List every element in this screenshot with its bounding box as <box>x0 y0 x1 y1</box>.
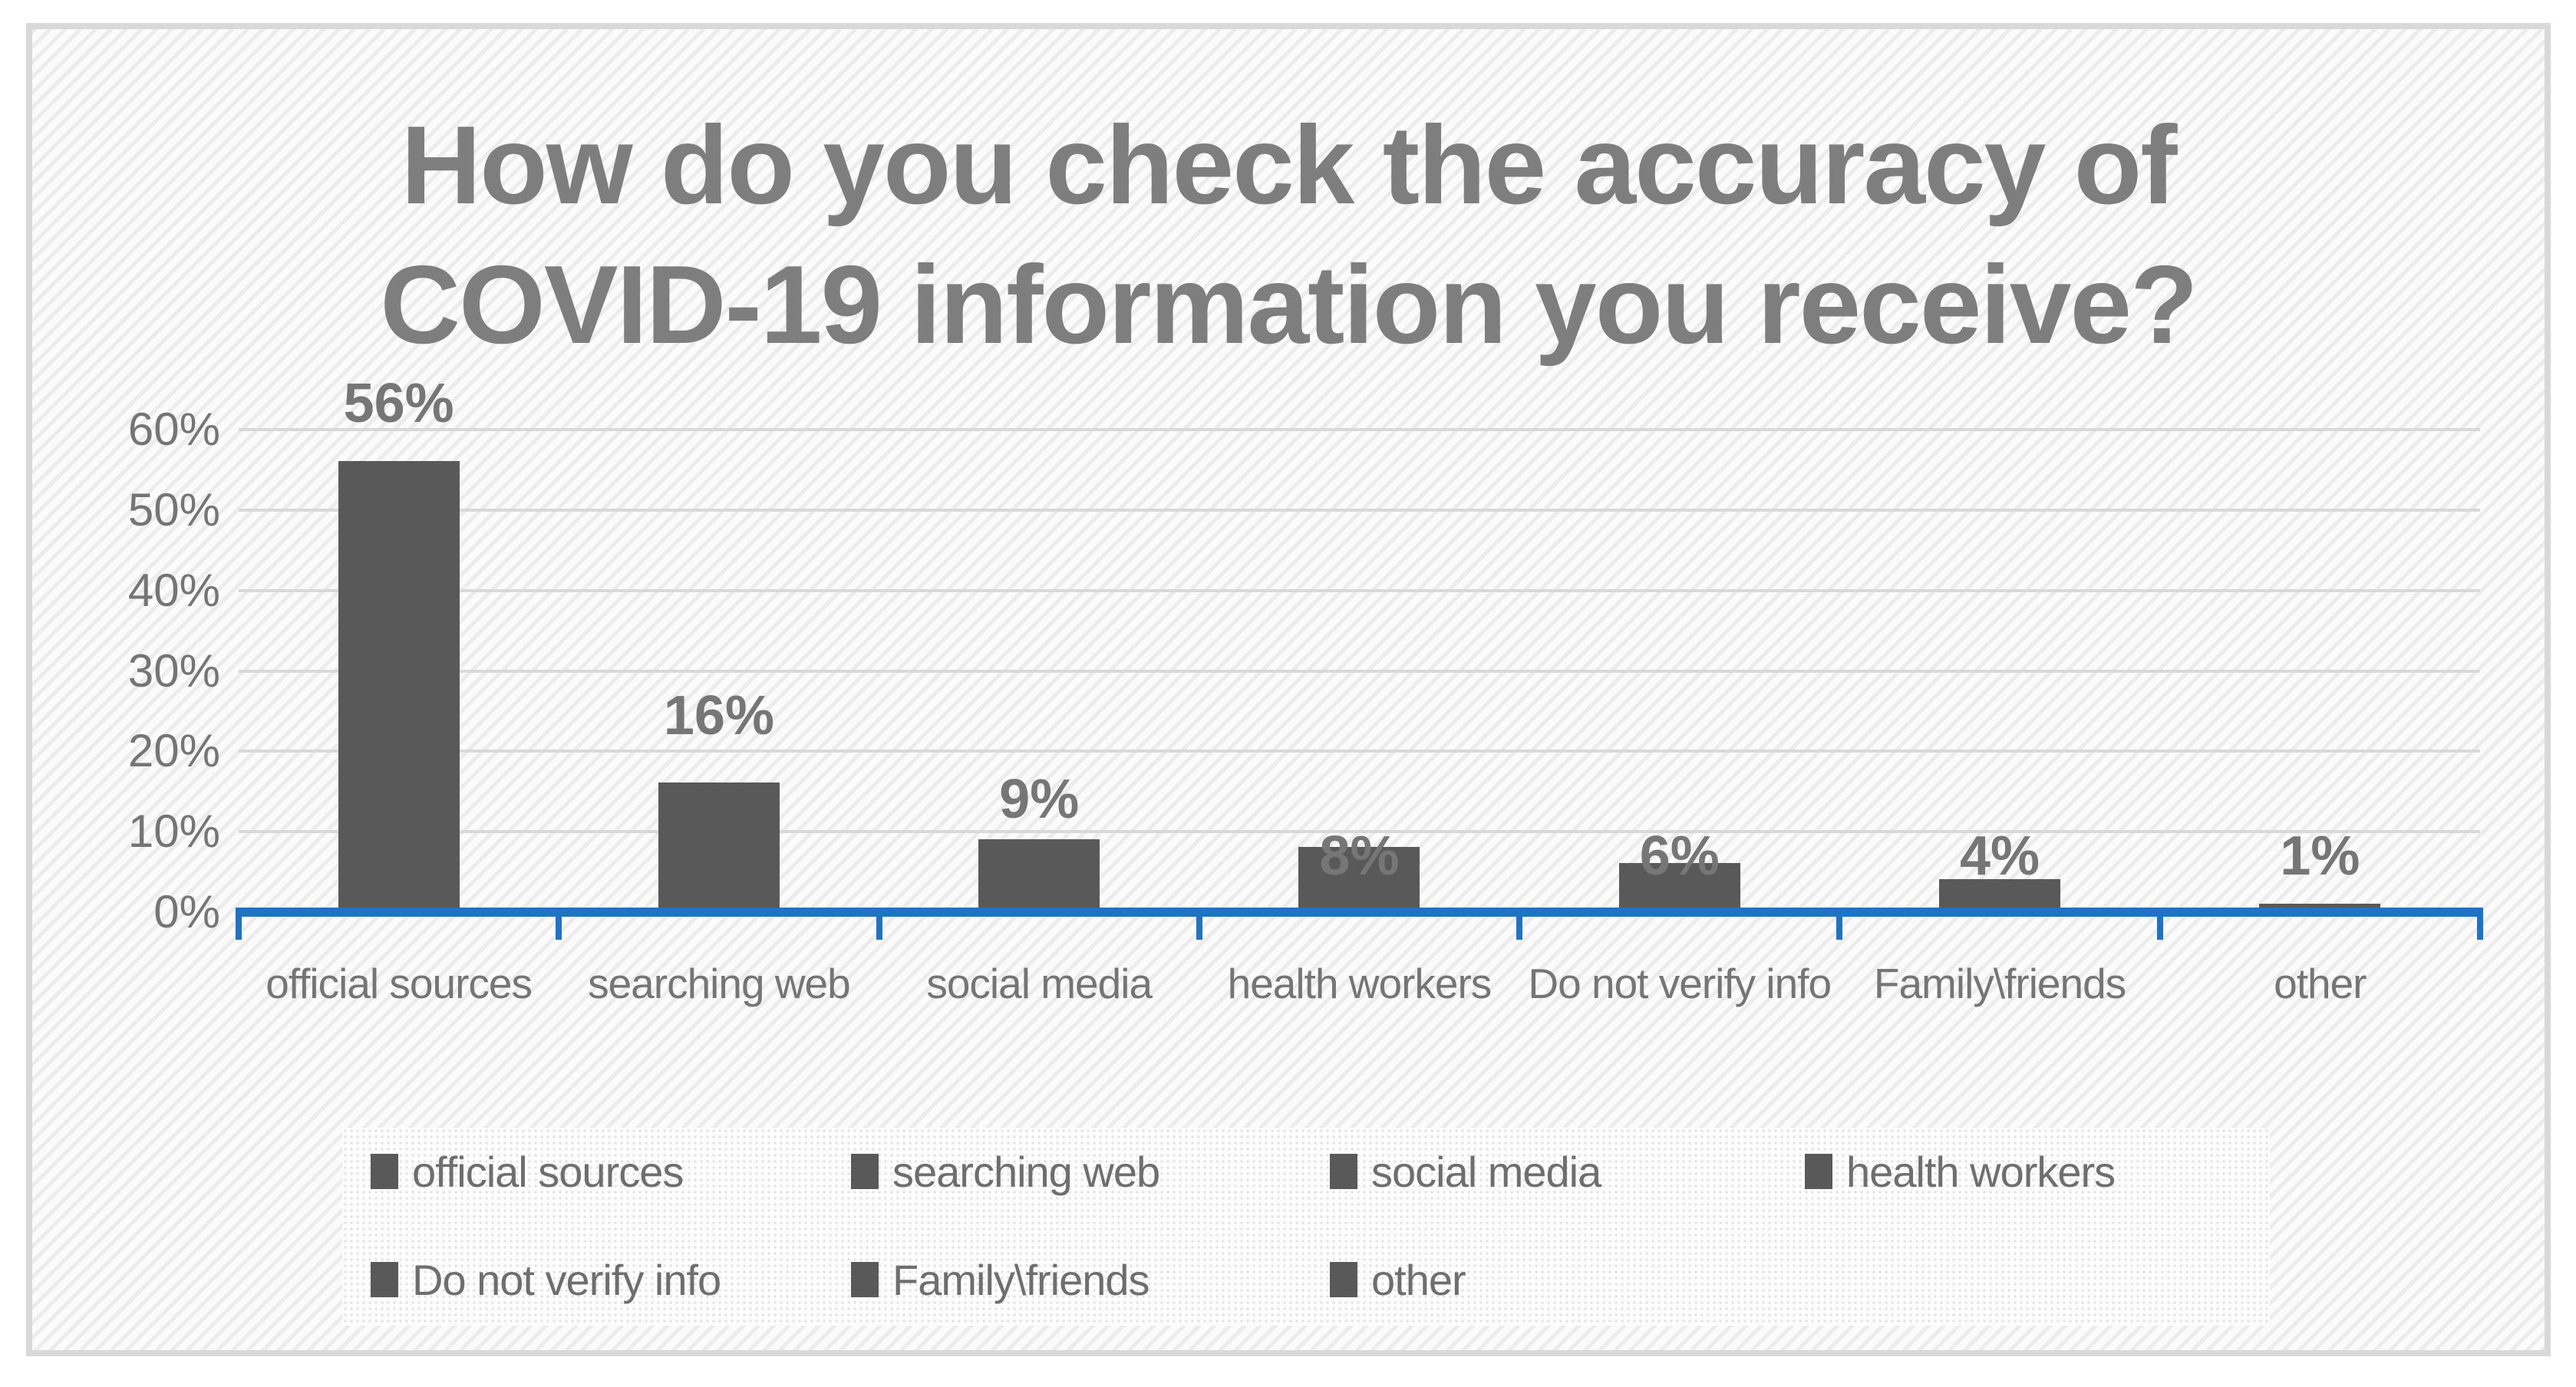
x-axis-category-label: social media <box>926 960 1153 1007</box>
y-axis-tick-label: 40% <box>127 564 220 616</box>
x-axis-category-label: searching web <box>588 960 851 1007</box>
x-axis-tick <box>2156 908 2163 940</box>
legend-swatch-icon <box>851 1262 879 1297</box>
legend-item-label: social media <box>1371 1147 1601 1196</box>
bar <box>338 460 460 911</box>
x-axis-tick <box>1516 908 1523 940</box>
bar-value-label: 9% <box>999 769 1080 830</box>
x-axis-tick <box>1836 908 1843 940</box>
y-axis-tick-label: 10% <box>127 806 220 858</box>
x-axis-tick <box>236 908 242 940</box>
gridline <box>239 588 2480 592</box>
y-axis-tick-label: 0% <box>153 886 220 937</box>
bar-value-label: 16% <box>663 685 774 746</box>
y-axis-tick-label: 50% <box>127 483 220 535</box>
bar-value-label: 8% <box>1319 825 1400 887</box>
legend-item-label: official sources <box>412 1147 684 1196</box>
legend-item: other <box>1330 1245 1466 1314</box>
x-axis-category-label: other <box>2274 960 2367 1007</box>
bar-value-label: 6% <box>1639 825 1720 887</box>
legend-swatch-icon <box>851 1154 879 1189</box>
legend-item: health workers <box>1805 1137 2116 1206</box>
gridline <box>239 669 2480 673</box>
legend-swatch-icon <box>1330 1154 1357 1189</box>
bar <box>658 782 780 911</box>
legend-item-label: health workers <box>1846 1147 2116 1196</box>
bar <box>1618 863 1740 911</box>
legend-item: official sources <box>371 1137 684 1206</box>
legend-item-label: searching web <box>892 1147 1160 1196</box>
legend-item: social media <box>1330 1137 1601 1206</box>
bar <box>2259 903 2381 911</box>
bar-value-label: 4% <box>1960 825 2040 887</box>
chart-legend: official sources searching web social medi… <box>342 1128 2270 1326</box>
legend-item: searching web <box>851 1137 1160 1206</box>
legend-swatch-icon <box>371 1154 398 1189</box>
gridline <box>239 750 2480 753</box>
x-axis-tick <box>1196 908 1202 940</box>
gridline <box>239 428 2480 432</box>
legend-item: Family\friends <box>851 1245 1150 1314</box>
bar <box>1939 879 2061 911</box>
x-axis-category-label: Do not verify info <box>1528 960 1832 1007</box>
x-axis-tick <box>2476 908 2483 940</box>
bar <box>1298 847 1420 911</box>
x-axis-category-label: health workers <box>1227 960 1492 1007</box>
legend-swatch-icon <box>1330 1262 1357 1297</box>
chart-title: How do you check the accuracy of COVID-1… <box>380 103 2198 367</box>
x-axis-category-label: official sources <box>266 960 533 1007</box>
x-axis-tick <box>876 908 882 940</box>
y-axis-tick-label: 30% <box>127 644 220 697</box>
gridline <box>239 830 2480 834</box>
bar-value-label: 56% <box>343 373 454 434</box>
x-axis-line <box>239 908 2480 917</box>
y-axis-tick-label: 60% <box>127 404 220 456</box>
chart-frame: How do you check the accuracy of COVID-1… <box>26 23 2551 1356</box>
y-axis-tick-label: 20% <box>127 725 220 777</box>
legend-item-label: other <box>1371 1255 1466 1304</box>
x-axis-tick <box>556 908 562 940</box>
gridline <box>239 508 2480 512</box>
legend-swatch-icon <box>1805 1154 1832 1189</box>
legend-item-label: Family\friends <box>892 1255 1150 1304</box>
bar-value-label: 1% <box>2280 825 2360 887</box>
plot-area: 0% 10% 20% 30% 40% 50% 60% 56% 16% 9% 8% 6% 4% 1% of… <box>32 29 2545 1350</box>
legend-item: Do not verify info <box>371 1245 721 1314</box>
legend-swatch-icon <box>371 1262 398 1297</box>
legend-item-label: Do not verify info <box>412 1255 721 1304</box>
x-axis-category-label: Family\friends <box>1873 960 2126 1007</box>
bar <box>978 838 1100 911</box>
